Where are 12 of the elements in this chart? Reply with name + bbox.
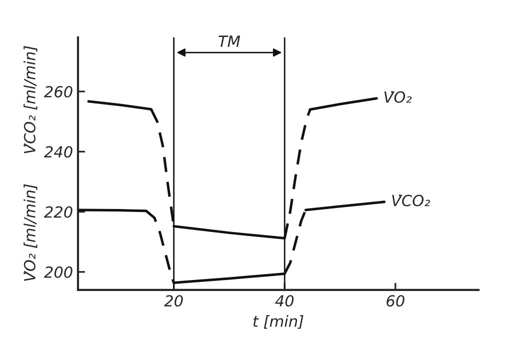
x-axis-title: t [min] [253, 315, 304, 329]
x-tick-label: 60 [386, 295, 404, 307]
series-label: V̇O₂ [384, 91, 412, 103]
annotation: TM [218, 36, 240, 47]
y-tick-label: 220 [44, 206, 72, 218]
y-axis-title: V̇O₂ [ml/min] V̇CO₂ [ml/min] [24, 46, 38, 281]
x-tick-label: 20 [164, 295, 183, 307]
y-tick-label: 260 [44, 86, 72, 98]
x-tick-label: 40 [275, 295, 294, 307]
series-label: V̇CO₂ [392, 194, 430, 206]
y-tick-label: 240 [44, 146, 72, 158]
y-tick-label: 200 [44, 266, 72, 278]
